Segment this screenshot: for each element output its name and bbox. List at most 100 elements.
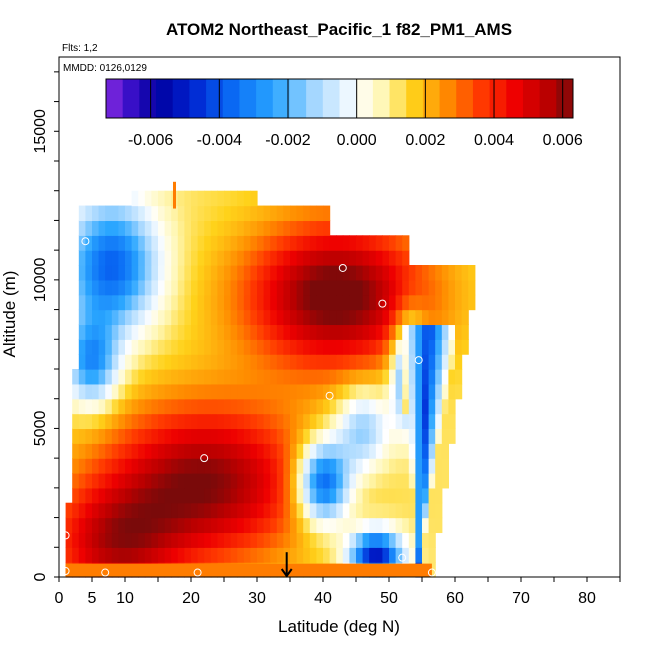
heat-cell xyxy=(237,309,245,326)
heat-cell xyxy=(329,413,337,430)
heat-cell xyxy=(243,547,251,563)
heat-cell xyxy=(389,413,397,430)
heat-cell xyxy=(217,428,225,444)
heat-cell xyxy=(290,547,298,563)
heat-cell xyxy=(382,443,390,459)
heat-cell xyxy=(85,265,93,281)
heat-cell xyxy=(105,265,113,281)
heat-cell xyxy=(197,235,205,251)
heat-cell xyxy=(441,294,449,311)
x-tick-label: 30 xyxy=(248,590,266,607)
heat-cell xyxy=(111,279,119,296)
heat-cell xyxy=(210,547,218,563)
heat-cell xyxy=(98,502,106,519)
heat-cell xyxy=(257,502,265,519)
heat-cell xyxy=(283,487,291,504)
heat-cell xyxy=(144,383,152,400)
heat-cell xyxy=(204,235,212,251)
surface-strip xyxy=(65,563,432,577)
heat-cell xyxy=(158,324,166,340)
heat-cell xyxy=(342,517,350,534)
heat-cell xyxy=(237,324,245,340)
heat-cell xyxy=(197,190,205,207)
heat-cell xyxy=(151,309,159,326)
heat-cell xyxy=(375,443,383,459)
heat-cell xyxy=(85,279,93,296)
heat-cell xyxy=(395,487,403,504)
heat-cell xyxy=(92,487,100,504)
heat-cell xyxy=(303,279,311,296)
heat-cell xyxy=(455,309,463,326)
colorbar-segment xyxy=(472,79,491,118)
heat-cell xyxy=(395,294,403,311)
heat-cell xyxy=(131,502,139,519)
heat-cell xyxy=(65,547,73,563)
heat-cell xyxy=(296,487,304,504)
heat-cell xyxy=(349,502,357,519)
heat-cell xyxy=(389,458,397,474)
heat-cell xyxy=(243,398,251,415)
heat-cell xyxy=(118,309,126,326)
heat-cell xyxy=(111,413,119,430)
heat-cell xyxy=(230,547,238,563)
heat-cell xyxy=(177,473,185,489)
heat-cell xyxy=(177,324,185,340)
heat-cell xyxy=(144,205,152,222)
heat-cell xyxy=(362,487,370,504)
heat-cell xyxy=(85,235,93,251)
heat-cell xyxy=(204,547,212,563)
heat-cell xyxy=(164,190,172,207)
heat-cell xyxy=(105,324,113,340)
heat-cell xyxy=(276,473,284,489)
heat-cell xyxy=(402,383,410,400)
heat-cell xyxy=(270,354,278,370)
heat-cell xyxy=(243,473,251,489)
heat-cell xyxy=(342,443,350,459)
heat-cell xyxy=(303,428,311,444)
heat-cell xyxy=(224,354,232,370)
heat-cell xyxy=(111,428,119,444)
heat-cell xyxy=(448,428,456,444)
heat-cell xyxy=(85,220,93,236)
heat-cell xyxy=(105,369,113,385)
heat-cell xyxy=(105,339,113,355)
heat-cell xyxy=(448,383,456,400)
heat-cell xyxy=(369,502,377,519)
heat-cell xyxy=(224,517,232,534)
heat-cell xyxy=(263,458,271,474)
heat-cell xyxy=(144,428,152,444)
heat-cell xyxy=(98,473,106,489)
heat-cell xyxy=(402,458,410,474)
heat-cell xyxy=(369,354,377,370)
heat-cell xyxy=(276,250,284,266)
heat-cell xyxy=(362,517,370,534)
heat-cell xyxy=(151,428,159,444)
heat-cell xyxy=(257,443,265,459)
heat-cell xyxy=(224,339,232,355)
heat-cell xyxy=(263,354,271,370)
heat-cell xyxy=(125,205,133,222)
heat-cell xyxy=(85,443,93,459)
heat-cell xyxy=(309,458,317,474)
heat-cell xyxy=(389,265,397,281)
heat-cell xyxy=(276,383,284,400)
heat-cell xyxy=(144,413,152,430)
heat-cell xyxy=(131,354,139,370)
heat-cell xyxy=(85,517,93,534)
heat-cell xyxy=(441,369,449,385)
heat-cell xyxy=(395,502,403,519)
heat-cell xyxy=(118,428,126,444)
heat-cell xyxy=(402,413,410,430)
heat-cell xyxy=(243,220,251,236)
heat-cell xyxy=(428,413,436,430)
heat-cell xyxy=(316,339,324,355)
heat-cell xyxy=(276,339,284,355)
heat-cell xyxy=(270,383,278,400)
heat-cell xyxy=(92,265,100,281)
heat-cell xyxy=(375,517,383,534)
heat-cell xyxy=(382,502,390,519)
heat-cell xyxy=(92,294,100,311)
heat-cell xyxy=(375,369,383,385)
heat-cell xyxy=(118,339,126,355)
heat-cell xyxy=(389,487,397,504)
